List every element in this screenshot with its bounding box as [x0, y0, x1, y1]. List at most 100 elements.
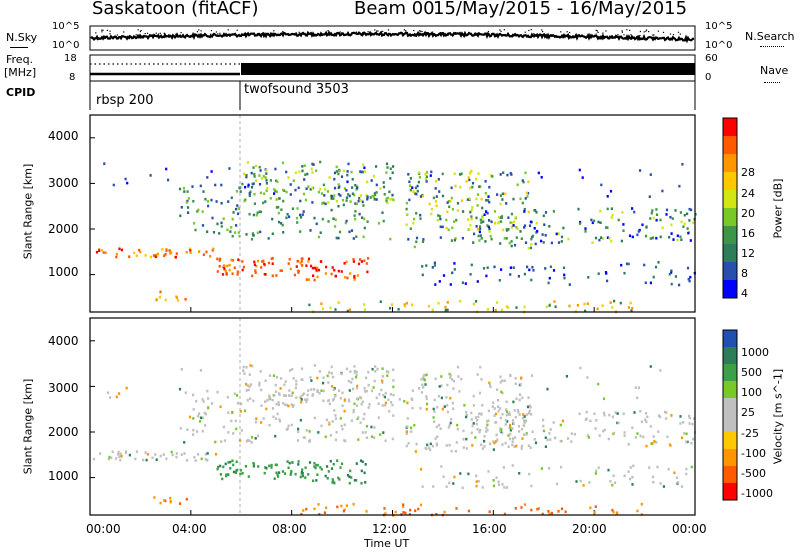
velocity-echo — [347, 398, 351, 402]
power-echo — [475, 225, 478, 228]
power-echo — [563, 276, 566, 280]
power-echo — [337, 183, 340, 186]
power-echo — [509, 273, 512, 276]
velocity-echo — [527, 444, 530, 447]
power-echo — [599, 209, 602, 213]
nsearch-point — [595, 33, 597, 35]
nsearch-point — [109, 33, 111, 35]
velocity-echo — [475, 480, 478, 483]
power-echo — [126, 181, 129, 185]
velocity-echo — [665, 417, 668, 420]
velocity-echo — [685, 440, 688, 444]
power-echo — [488, 230, 491, 233]
power-echo — [459, 299, 462, 303]
power-echo — [622, 223, 625, 226]
velocity-echo — [343, 398, 346, 401]
power-echo — [419, 217, 422, 220]
velocity-echo — [450, 449, 453, 453]
power-echo — [315, 169, 318, 172]
velocity-echo — [675, 476, 679, 479]
velocity-echo — [355, 370, 358, 374]
power-echo — [683, 213, 686, 217]
power-echo — [544, 211, 548, 214]
power-echo — [253, 175, 256, 178]
velocity-echo — [222, 425, 225, 429]
velocity-echo — [248, 385, 251, 388]
power-echo — [362, 235, 365, 239]
power-echo — [345, 196, 349, 199]
velocity-echo — [254, 420, 258, 424]
velocity-echo — [516, 408, 519, 412]
velocity-echo — [445, 485, 448, 488]
velocity-echo — [403, 400, 406, 403]
power-colorbar-swatch — [723, 262, 737, 281]
power-cbar-tick: 20 — [741, 207, 755, 220]
power-echo — [258, 174, 261, 177]
power-echo — [636, 233, 639, 237]
velocity-echo — [679, 422, 682, 425]
velocity-echo — [560, 507, 564, 511]
velocity-colorbar-swatch — [723, 432, 737, 450]
velocity-echo — [374, 365, 377, 368]
power-echo — [206, 200, 209, 203]
power-echo — [197, 208, 200, 212]
power-echo — [453, 172, 456, 176]
power-echo — [670, 271, 673, 274]
power-echo — [460, 172, 463, 176]
power-echo — [379, 300, 382, 303]
velocity-echo — [505, 400, 508, 404]
velocity-cbar-tick: 1000 — [741, 346, 769, 359]
nsearch-point — [327, 30, 329, 32]
power-echo — [308, 303, 311, 307]
power-echo — [271, 256, 274, 260]
velocity-ytick: 4000 — [48, 334, 79, 348]
power-echo — [235, 224, 238, 227]
nsearch-point — [409, 35, 411, 37]
nsearch-point — [116, 34, 118, 36]
power-echo — [319, 160, 322, 164]
velocity-colorbar-swatch — [723, 330, 737, 348]
nsearch-point — [597, 31, 599, 33]
velocity-echo — [542, 429, 545, 433]
velocity-echo — [486, 428, 489, 432]
velocity-echo — [381, 381, 384, 384]
velocity-echo — [509, 426, 512, 429]
power-echo — [179, 214, 182, 218]
nsearch-point — [403, 29, 405, 31]
velocity-echo — [450, 417, 453, 421]
velocity-echo — [611, 415, 614, 419]
power-echo — [488, 219, 491, 222]
nsearch-point — [270, 33, 272, 35]
power-echo — [236, 204, 239, 207]
velocity-echo — [614, 411, 617, 414]
power-echo — [255, 164, 258, 168]
velocity-echo — [623, 474, 626, 478]
power-echo — [433, 264, 436, 267]
power-echo — [391, 303, 394, 306]
power-echo — [371, 194, 374, 198]
power-echo — [248, 194, 251, 197]
velocity-echo — [644, 412, 648, 415]
velocity-echo — [220, 440, 223, 443]
power-echo — [359, 170, 362, 173]
power-echo — [321, 217, 324, 221]
power-echo — [475, 177, 478, 181]
power-echo — [606, 207, 609, 211]
velocity-echo — [387, 370, 390, 374]
velocity-echo — [586, 376, 589, 379]
velocity-echo — [433, 410, 436, 413]
nsearch-point — [503, 29, 505, 31]
nsearch-point — [507, 34, 509, 37]
velocity-echo — [348, 389, 351, 392]
velocity-echo — [407, 442, 410, 445]
power-echo — [563, 273, 566, 277]
power-echo — [344, 276, 347, 279]
power-echo — [408, 198, 411, 202]
velocity-echo — [226, 395, 229, 399]
power-echo — [490, 220, 493, 224]
velocity-echo — [277, 403, 280, 406]
power-echo — [461, 236, 464, 240]
nsearch-point — [339, 31, 341, 33]
power-echo — [381, 211, 384, 214]
velocity-echo — [450, 378, 454, 381]
